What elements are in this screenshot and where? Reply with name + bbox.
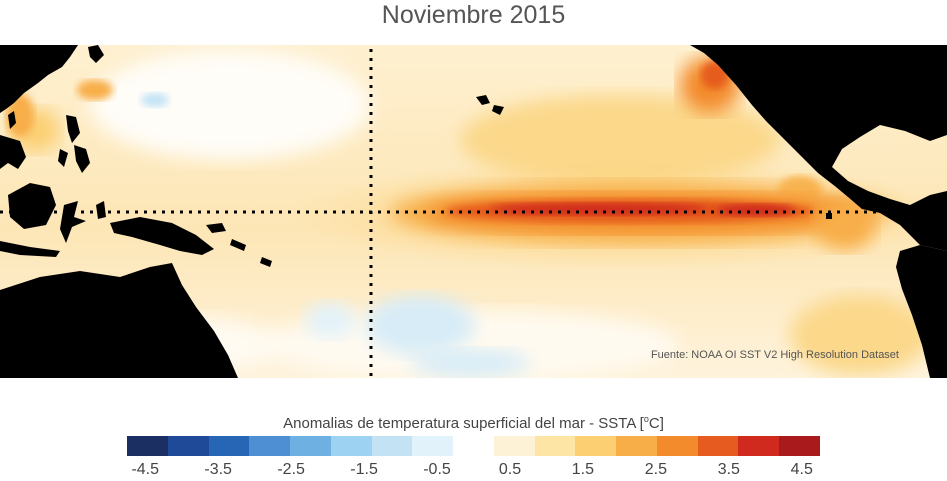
colorbar-swatch xyxy=(249,436,291,456)
colorbar-swatch xyxy=(493,436,535,456)
colorbar-tick-label: -0.5 xyxy=(423,461,451,478)
colorbar-swatch xyxy=(534,436,576,456)
data-source-note: Fuente: NOAA OI SST V2 High Resolution D… xyxy=(650,349,899,361)
colorbar-swatch xyxy=(371,436,413,456)
colorbar-swatch xyxy=(412,436,454,456)
colorbar-title-degree: o xyxy=(643,414,649,424)
reference-lines xyxy=(0,49,880,378)
colorbar-swatch xyxy=(616,436,657,456)
colorbar-tick-label: 4.5 xyxy=(790,461,813,478)
colorbar-tick-label: -4.5 xyxy=(131,461,160,478)
colorbar-tick-label: 1.5 xyxy=(571,461,595,478)
colorbar xyxy=(127,436,821,456)
colorbar-tick-label: 2.5 xyxy=(644,461,667,478)
colorbar-swatch xyxy=(208,436,250,456)
colorbar-tick-label: -2.5 xyxy=(277,461,305,478)
map-title: Noviembre 2015 xyxy=(381,1,566,29)
colorbar-swatch xyxy=(779,436,821,456)
colorbar-title: Anomalias de temperatura superficial del… xyxy=(0,414,947,432)
colorbar-swatch xyxy=(575,436,617,456)
colorbar-swatch xyxy=(453,436,494,456)
land-masses xyxy=(0,45,947,378)
colorbar-swatch xyxy=(290,436,331,456)
ssta-map xyxy=(0,45,947,378)
colorbar-title-unit: C] xyxy=(648,415,664,432)
colorbar-swatch xyxy=(656,436,698,456)
colorbar-swatch xyxy=(738,436,780,456)
colorbar-swatch xyxy=(167,436,209,456)
colorbar-swatch xyxy=(330,436,372,456)
colorbar-swatch xyxy=(127,436,168,456)
colorbar-title-text: Anomalias de temperatura superficial del… xyxy=(283,415,644,432)
colorbar-tick-label: -1.5 xyxy=(350,461,378,478)
colorbar-swatch xyxy=(697,436,739,456)
colorbar-ticks: -4.5 -3.5 -2.5 -1.5 -0.5 0.5 1.5 2.5 3.5 4.5 xyxy=(127,461,820,481)
colorbar-tick-label: 3.5 xyxy=(717,461,740,478)
colorbar-tick-label: -3.5 xyxy=(204,461,232,478)
colorbar-tick-label: 0.5 xyxy=(498,461,522,478)
